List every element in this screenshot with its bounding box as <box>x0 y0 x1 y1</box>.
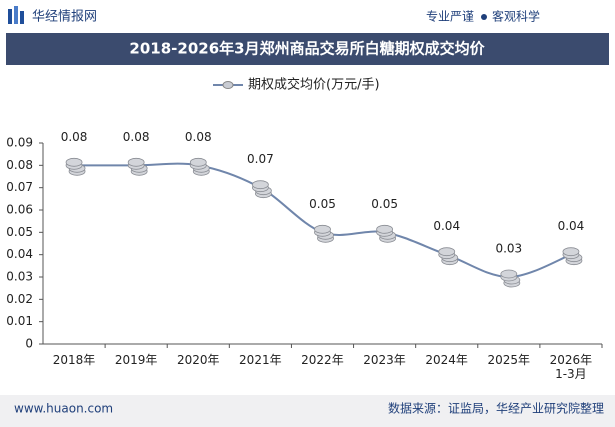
coin-marker <box>438 247 459 266</box>
coin <box>251 180 269 190</box>
coin-marker <box>314 224 334 243</box>
slogan-dot <box>481 14 487 20</box>
coin-marker <box>65 157 86 176</box>
y-tick-label: 0.02 <box>6 292 33 306</box>
y-tick-label: 0.01 <box>6 314 33 328</box>
coin <box>127 157 145 167</box>
y-tick-label: 0.03 <box>6 270 33 284</box>
footer-website: www.huaon.com <box>14 402 113 416</box>
data-label: 0.08 <box>123 130 150 144</box>
title-bar <box>6 33 609 65</box>
coin <box>500 269 518 279</box>
logo-icon <box>14 6 18 24</box>
data-label: 0.08 <box>61 130 88 144</box>
logo-icon <box>20 11 24 24</box>
y-tick-label: 0 <box>25 337 33 351</box>
data-label: 0.03 <box>495 242 522 256</box>
coin-marker <box>500 269 521 288</box>
coin-marker <box>127 157 148 176</box>
coin-marker <box>562 247 583 266</box>
coin <box>65 157 83 167</box>
coin <box>376 224 394 234</box>
x-tick-label: 2023年 <box>363 353 406 367</box>
x-tick-label: 2024年 <box>425 353 468 367</box>
coin <box>189 157 207 167</box>
data-label: 0.08 <box>185 130 212 144</box>
legend-label: 期权成交均价(万元/手) <box>248 77 380 93</box>
coin <box>438 247 456 257</box>
data-label: 0.04 <box>433 219 460 233</box>
data-label: 0.07 <box>247 152 274 166</box>
coin <box>314 224 331 234</box>
data-label: 0.04 <box>558 219 585 233</box>
legend-marker <box>222 81 234 89</box>
coin-marker <box>376 224 397 243</box>
footer-bar <box>0 395 615 427</box>
y-tick-label: 0.09 <box>6 136 33 150</box>
y-tick-label: 0.08 <box>6 158 33 172</box>
x-tick-label: 2021年 <box>239 353 282 367</box>
x-tick-label: 2025年 <box>487 353 531 367</box>
logo-icon <box>8 9 12 24</box>
line <box>74 162 572 279</box>
coin <box>562 247 580 257</box>
x-tick-label: 2026年 1-3月 <box>549 353 593 381</box>
logo-text: 华经情报网 <box>32 10 97 25</box>
y-tick-label: 0.07 <box>6 180 33 194</box>
coin-marker <box>189 157 210 176</box>
x-tick-label: 2020年 <box>176 353 220 367</box>
x-tick-label: 2019年 <box>114 353 158 367</box>
y-tick-label: 0.04 <box>6 247 33 261</box>
y-tick-label: 0.05 <box>6 225 33 239</box>
footer-source: 数据来源：证监局，华经产业研究院整理 <box>388 401 604 416</box>
x-tick-label: 2022年 <box>301 353 344 367</box>
header-bar <box>0 0 615 32</box>
x-tick-label: 2018年 <box>52 353 96 367</box>
y-tick-label: 0.06 <box>6 203 33 217</box>
data-label: 0.05 <box>371 197 398 211</box>
slogan: 客观科学 <box>492 9 540 24</box>
coin-marker <box>251 180 272 199</box>
slogan: 专业严谨 <box>426 9 474 24</box>
chart-title: 2018-2026年3月郑州商品交易所白糖期权成交均价 <box>129 40 485 58</box>
data-label: 0.05 <box>309 197 336 211</box>
